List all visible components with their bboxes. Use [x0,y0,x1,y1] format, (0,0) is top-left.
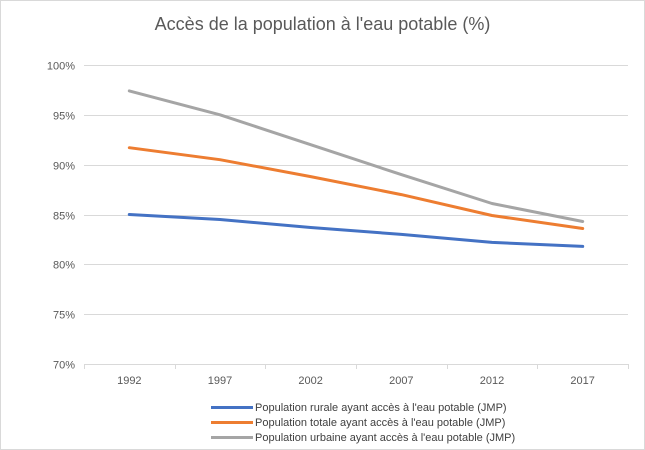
legend: Population rurale ayant accès à l'eau po… [211,400,515,445]
y-tick-label: 70% [53,360,75,372]
series-lines [127,89,585,248]
y-tick-label: 80% [53,260,75,272]
legend-item: Population totale ayant accès à l'eau po… [211,415,515,430]
y-tick-label: 95% [53,111,75,123]
x-axis: 1992 1997 2002 2007 2012 2017 [84,364,629,387]
series-line-0 [127,213,585,248]
y-tick-label: 85% [53,211,75,223]
y-tick-label: 75% [53,310,75,322]
series-line-1 [127,146,585,230]
x-tick-label: 2017 [570,375,594,387]
legend-swatch [211,421,253,424]
x-tick-label: 2002 [298,375,322,387]
legend-label: Population urbaine ayant accès à l'eau p… [255,431,516,444]
x-tick-label: 2007 [389,375,413,387]
legend-label: Population rurale ayant accès à l'eau po… [255,401,507,414]
legend-label: Population totale ayant accès à l'eau po… [255,416,506,429]
legend-swatch [211,436,253,439]
x-tick-label: 1992 [117,375,141,387]
x-tick-label: 1997 [208,375,232,387]
legend-item: Population urbaine ayant accès à l'eau p… [211,430,515,445]
legend-item: Population rurale ayant accès à l'eau po… [211,400,515,415]
chart-title: Accès de la population à l'eau potable (… [154,14,491,34]
y-tick-label: 90% [53,161,75,173]
y-axis-ticks: 100% 95% 90% 85% 80% 75% 70% [47,61,75,372]
legend-swatch [211,406,253,409]
y-tick-label: 100% [47,61,75,73]
x-tick-label: 2012 [480,375,504,387]
series-line-2 [127,89,585,223]
